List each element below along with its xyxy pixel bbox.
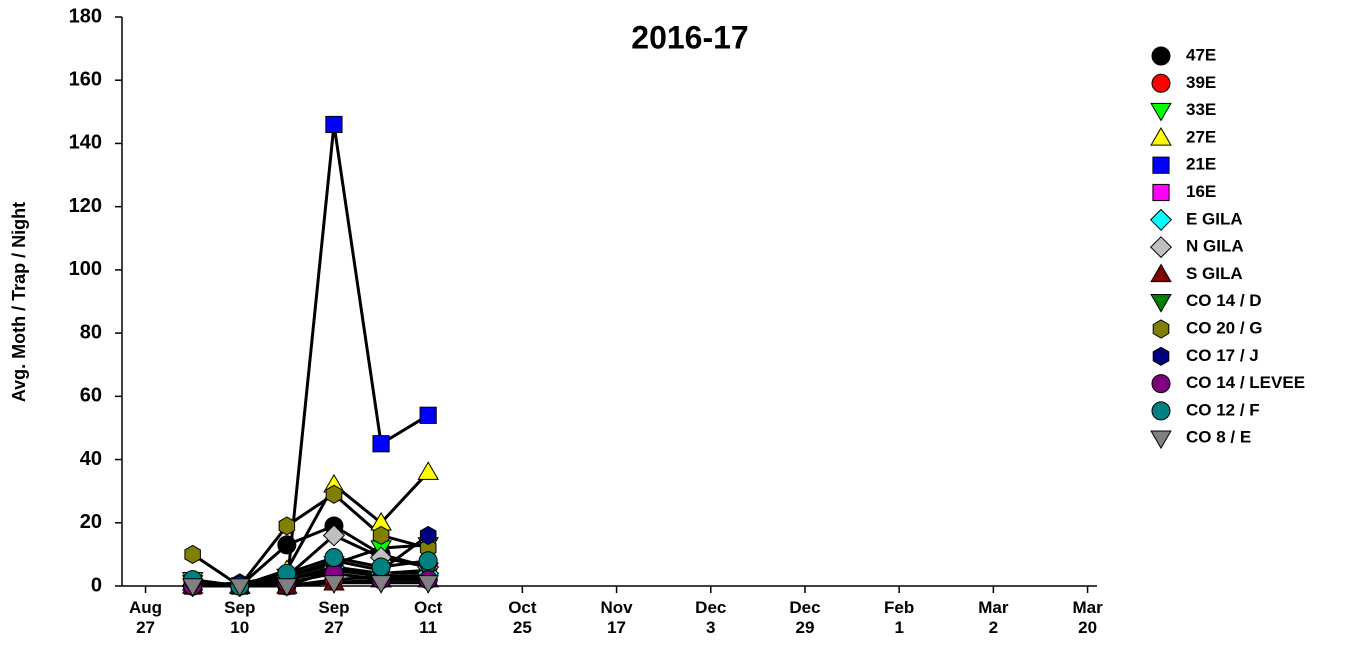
x-tick-label: Mar 2 — [978, 598, 1009, 637]
data-point — [181, 578, 204, 597]
x-tick-label: Sep 10 — [224, 598, 256, 637]
x-tick-label: Nov 17 — [600, 598, 633, 637]
legend-marker — [1150, 263, 1172, 283]
legend-marker — [1151, 46, 1171, 66]
legend-label: CO 17 / J — [1186, 346, 1259, 365]
legend-marker — [1152, 319, 1170, 339]
x-tick-label: Aug 27 — [129, 598, 163, 637]
data-point — [417, 575, 439, 594]
data-point — [419, 406, 437, 424]
legend-label: 27E — [1186, 127, 1216, 146]
legend-label: CO 14 / LEVEE — [1186, 373, 1305, 392]
data-point — [371, 557, 391, 577]
data-point — [322, 524, 346, 547]
data-point — [324, 548, 344, 568]
legend-marker — [1152, 346, 1170, 366]
x-tick-label: Oct 25 — [508, 598, 537, 637]
data-point — [419, 525, 437, 545]
legend-label: 33E — [1186, 100, 1216, 119]
legend-marker — [1151, 374, 1171, 394]
legend-marker — [1151, 73, 1171, 93]
x-tick-label: Dec 3 — [695, 598, 727, 637]
data-point — [417, 461, 439, 480]
y-tick-label: 20 — [80, 511, 102, 533]
x-tick-label: Dec 29 — [789, 598, 821, 637]
data-point — [418, 551, 438, 571]
data-point — [184, 544, 201, 564]
legend-label: S GILA — [1186, 264, 1243, 283]
y-tick-label: 120 — [69, 195, 102, 217]
data-point — [372, 525, 390, 545]
data-point — [372, 435, 390, 453]
legend-marker — [1150, 430, 1172, 450]
y-tick-label: 180 — [69, 5, 102, 27]
x-tick-label: Feb 1 — [884, 598, 915, 637]
legend-marker — [1150, 127, 1172, 146]
legend-marker — [1152, 183, 1170, 202]
legend-label: 47E — [1186, 45, 1216, 64]
data-point — [325, 484, 343, 504]
legend-label: 39E — [1186, 73, 1216, 92]
legend-label: CO 20 / G — [1186, 318, 1263, 337]
legend-marker — [1151, 401, 1171, 421]
y-tick-label: 160 — [69, 69, 102, 91]
y-tick-label: 80 — [80, 321, 102, 343]
legend-marker — [1152, 156, 1170, 174]
legend-label: CO 8 / E — [1186, 428, 1251, 447]
legend-label: 16E — [1186, 182, 1216, 201]
x-tick-label: Sep 27 — [318, 598, 350, 637]
data-point — [323, 575, 345, 594]
series-line — [192, 124, 429, 588]
y-tick-label: 0 — [91, 574, 102, 596]
legend-marker — [1150, 294, 1172, 313]
y-axis-label: Avg. Moth / Trap / Night — [9, 202, 29, 402]
data-point — [277, 535, 297, 555]
x-tick-label: Oct 11 — [413, 598, 443, 637]
legend-marker — [1149, 208, 1173, 231]
legend-label: 21E — [1186, 155, 1216, 174]
legend-label: CO 12 / F — [1186, 400, 1260, 419]
legend-label: N GILA — [1186, 237, 1244, 256]
legend-marker — [1150, 102, 1172, 122]
data-point — [229, 578, 251, 597]
y-tick-label: 60 — [80, 385, 102, 407]
data-point — [370, 575, 392, 594]
y-tick-label: 100 — [69, 258, 102, 280]
legend-marker — [1149, 236, 1173, 259]
y-tick-label: 140 — [69, 132, 102, 154]
data-point — [325, 115, 343, 134]
y-tick-label: 40 — [80, 448, 102, 470]
chart-title: 2016-17 — [631, 19, 748, 55]
x-tick-label: Mar 20 — [1072, 598, 1103, 637]
data-point — [276, 578, 298, 597]
data-point — [278, 516, 296, 536]
legend-label: E GILA — [1186, 209, 1243, 228]
legend-label: CO 14 / D — [1186, 291, 1262, 310]
